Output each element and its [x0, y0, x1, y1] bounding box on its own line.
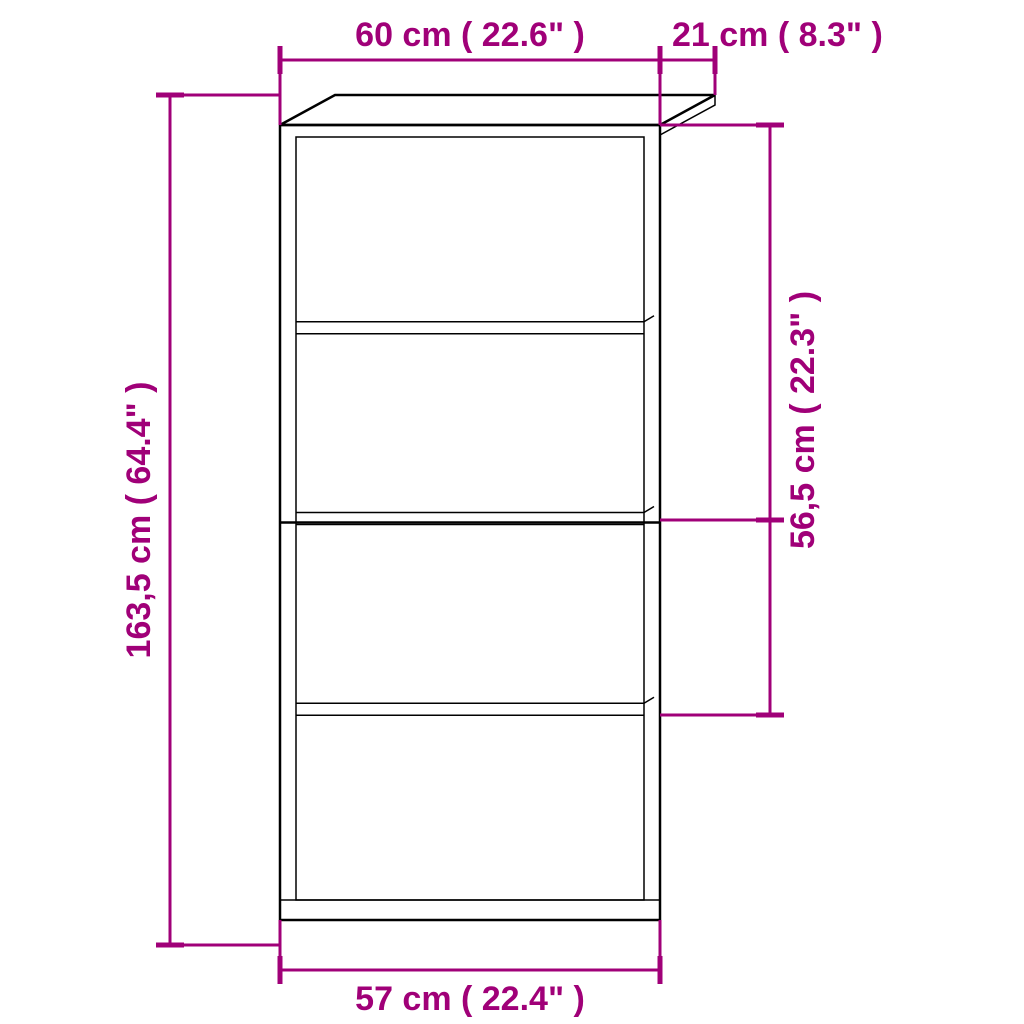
cabinet-top-edge: [660, 95, 715, 135]
cabinet-top-face: [280, 95, 715, 125]
label-height-left: 163,5 cm ( 64.4" ): [120, 382, 158, 659]
shelf-depth-tick: [644, 697, 654, 703]
shelf-depth-tick: [644, 507, 654, 513]
label-module-right: 56,5 cm ( 22.3" ): [784, 291, 822, 549]
label-depth-top: 21 cm ( 8.3" ): [672, 16, 883, 54]
shelf-depth-tick: [644, 316, 654, 322]
label-bottom-width: 57 cm ( 22.4" ): [355, 980, 585, 1018]
cabinet-inner: [296, 137, 644, 900]
label-width-top: 60 cm ( 22.6" ): [355, 16, 585, 54]
